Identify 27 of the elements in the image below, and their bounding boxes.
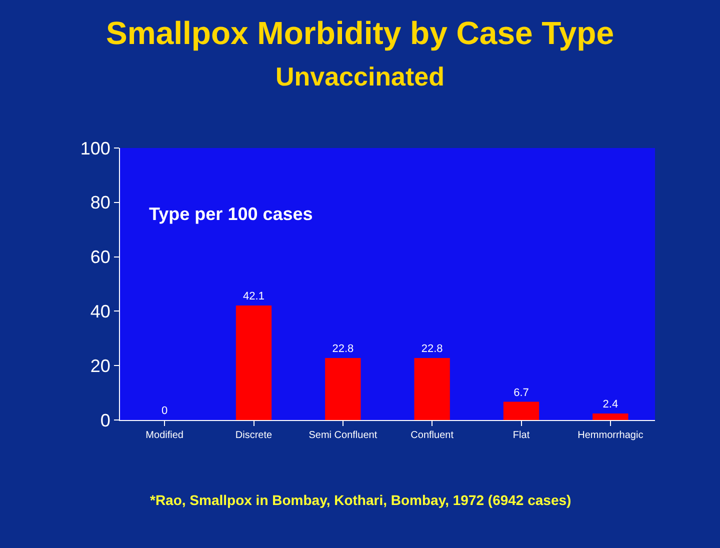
y-tick-label: 60	[90, 247, 110, 268]
x-tick-label: Modified	[146, 430, 184, 441]
data-label: 22.8	[332, 342, 354, 355]
data-label: 0	[162, 405, 168, 417]
data-label: 22.8	[421, 342, 443, 355]
data-label: 42.1	[243, 290, 264, 302]
bar	[592, 413, 628, 420]
text: *Rao, Smallpox in Bombay, Kothari, Bombay, 1972 (6942 cases)	[150, 492, 572, 508]
x-tick-label: Flat	[512, 430, 530, 441]
y-tick-label: 80	[90, 192, 110, 213]
y-tick-label: 20	[90, 356, 110, 376]
data-label: 2.4	[602, 398, 618, 410]
bar	[503, 402, 540, 420]
x-tick-label: Discrete	[235, 430, 273, 441]
x-tick-label: Semi Confluent	[308, 430, 378, 441]
annotation: Type per 100 cases	[149, 204, 313, 224]
x-tick-label: Confluent	[410, 430, 454, 441]
data-label: 6.7	[514, 386, 529, 399]
y-tick-label: 40	[90, 302, 110, 322]
x-tick-label: Hemmorrhagic	[578, 430, 644, 441]
bar	[236, 305, 272, 420]
y-tick-label: 100	[80, 138, 110, 158]
chart-subtitle: Unvaccinated	[275, 61, 445, 92]
bar	[325, 358, 361, 420]
chart-title: Smallpox Morbidity by Case Type	[106, 14, 614, 51]
y-tick-label: 0	[100, 410, 110, 430]
bar	[414, 358, 450, 420]
